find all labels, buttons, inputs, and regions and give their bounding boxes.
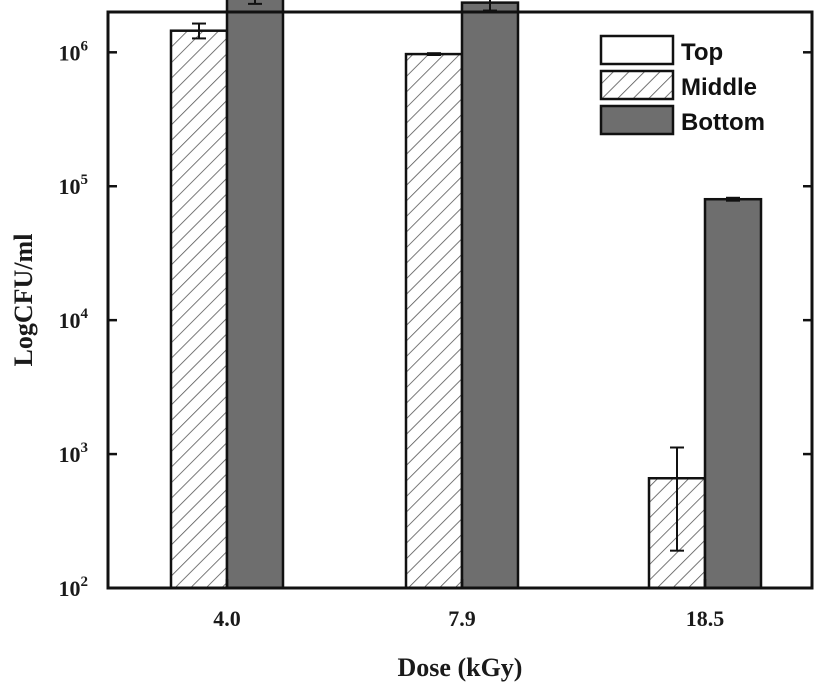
error-bar-bottom-2	[726, 196, 740, 202]
y-tick-label: 103	[59, 440, 89, 467]
error-bar-middle-0	[192, 22, 206, 40]
y-tick-label: 104	[59, 306, 89, 333]
x-tick-label: 7.9	[448, 606, 476, 631]
bars-layer	[169, 0, 763, 590]
y-axis-ticks: 102 103 104 105 106	[59, 38, 812, 601]
plot-frame	[106, 10, 814, 590]
bar-bottom-2	[703, 197, 763, 590]
bar-bottom-0	[225, 0, 285, 590]
x-axis-ticks: 4.0 7.9 18.5	[213, 579, 724, 631]
y-tick-label: 102	[59, 574, 89, 601]
bar-middle-0	[169, 29, 229, 590]
error-bar-middle-2	[670, 446, 684, 552]
y-tick-label: 105	[59, 172, 89, 199]
error-bar-middle-1	[427, 52, 441, 56]
y-axis-title: LogCFU/ml	[9, 234, 38, 367]
error-bar-bottom-0	[248, 0, 262, 5]
x-tick-label: 4.0	[213, 606, 241, 631]
error-bars-layer	[192, 0, 740, 552]
x-axis-title: Dose (kGy)	[398, 653, 523, 682]
legend-label-top: Top	[681, 39, 723, 66]
y-tick-label: 106	[59, 38, 89, 65]
bar-middle-1	[404, 52, 464, 590]
legend-label-middle: Middle	[681, 74, 757, 101]
x-tick-label: 18.5	[686, 606, 725, 631]
legend-swatch-bottom	[599, 104, 675, 136]
legend-swatch-top	[599, 34, 675, 66]
legend-swatch-middle	[599, 69, 675, 101]
legend: Top Middle Bottom	[599, 34, 765, 136]
legend-label-bottom: Bottom	[681, 109, 765, 136]
bar-bottom-1	[460, 1, 520, 590]
